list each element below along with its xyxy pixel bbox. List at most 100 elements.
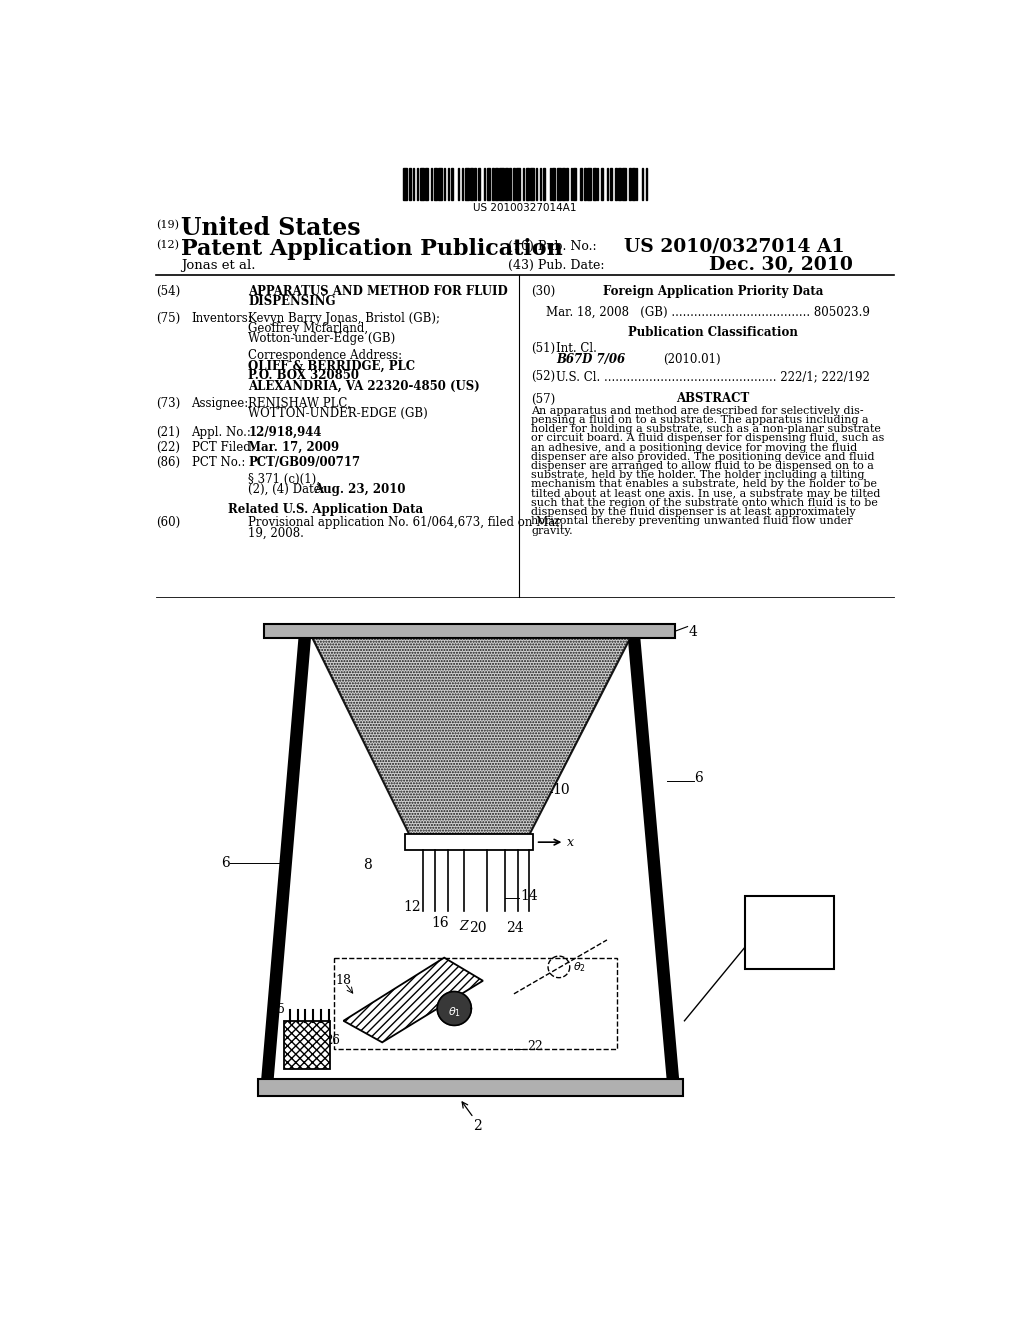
Text: 26: 26	[326, 1034, 341, 1047]
Text: Appl. No.:: Appl. No.:	[191, 425, 252, 438]
Text: PCT/GB09/00717: PCT/GB09/00717	[248, 457, 360, 470]
Text: 6: 6	[221, 855, 229, 870]
Bar	[615, 168, 616, 199]
Bar	[425, 168, 428, 199]
Bar	[438, 168, 442, 199]
Bar	[617, 168, 621, 199]
Bar	[264, 624, 675, 638]
Text: holder for holding a substrate, such as a non-planar substrate: holder for holding a substrate, such as …	[531, 424, 881, 434]
Text: Publication Classification: Publication Classification	[628, 326, 798, 339]
Text: RENISHAW PLC,: RENISHAW PLC,	[248, 397, 351, 411]
Bar	[447, 168, 450, 199]
Text: dispenser are arranged to allow fluid to be dispensed on to a: dispenser are arranged to allow fluid to…	[531, 461, 873, 471]
Text: $\theta_2$: $\theta_2$	[572, 960, 586, 974]
Text: U.S. Cl. .............................................. 222/1; 222/192: U.S. Cl. ...............................…	[556, 370, 869, 383]
Bar	[409, 168, 412, 199]
Text: (73): (73)	[156, 397, 180, 411]
Text: United States: United States	[180, 216, 360, 240]
Text: (19): (19)	[156, 220, 179, 230]
Text: Correspondence Address:: Correspondence Address:	[248, 350, 402, 363]
Text: US 2010/0327014 A1: US 2010/0327014 A1	[624, 238, 845, 256]
Bar	[474, 168, 476, 199]
Text: Inventors:: Inventors:	[191, 313, 252, 326]
Text: 20: 20	[469, 921, 486, 936]
Text: US 20100327014A1: US 20100327014A1	[473, 203, 577, 213]
Bar	[513, 168, 515, 199]
Text: substrate, held by the holder. The holder including a tilting: substrate, held by the holder. The holde…	[531, 470, 864, 480]
Bar	[585, 168, 586, 199]
Text: Wotton-under-Edge (GB): Wotton-under-Edge (GB)	[248, 333, 395, 346]
Bar	[557, 168, 561, 199]
Bar	[505, 168, 508, 199]
Text: (60): (60)	[156, 516, 180, 529]
Bar	[597, 168, 598, 199]
Bar	[516, 168, 520, 199]
Text: WOTTON-UNDER-EDGE (GB): WOTTON-UNDER-EDGE (GB)	[248, 407, 428, 420]
Text: (22): (22)	[156, 441, 180, 454]
Bar	[470, 168, 473, 199]
Bar	[496, 168, 498, 199]
Bar	[509, 168, 511, 199]
Text: 30: 30	[778, 924, 801, 941]
Text: (21): (21)	[156, 425, 180, 438]
Text: or circuit board. A fluid dispenser for dispensing fluid, such as: or circuit board. A fluid dispenser for …	[531, 433, 885, 444]
Bar	[636, 168, 638, 199]
Text: such that the region of the substrate onto which fluid is to be: such that the region of the substrate on…	[531, 498, 878, 508]
Text: Int. Cl.: Int. Cl.	[556, 342, 597, 355]
Bar	[451, 168, 454, 199]
Bar	[465, 168, 469, 199]
Text: Geoffrey Mcfarland,: Geoffrey Mcfarland,	[248, 322, 369, 335]
Bar	[434, 168, 436, 199]
Text: (43) Pub. Date:: (43) Pub. Date:	[508, 259, 604, 272]
Text: § 371 (c)(1),: § 371 (c)(1),	[248, 473, 321, 486]
Bar	[484, 168, 485, 199]
Text: ALEXANDRIA, VA 22320-4850 (US): ALEXANDRIA, VA 22320-4850 (US)	[248, 379, 480, 392]
Bar	[550, 168, 551, 199]
Bar	[420, 168, 424, 199]
Text: 12: 12	[403, 900, 421, 913]
Bar	[443, 168, 445, 199]
Text: PCT Filed:: PCT Filed:	[191, 441, 254, 454]
Text: An apparatus and method are described for selectively dis-: An apparatus and method are described fo…	[531, 405, 863, 416]
Bar	[632, 168, 635, 199]
Bar	[540, 168, 542, 199]
Bar	[493, 168, 494, 199]
Bar	[646, 168, 647, 199]
Bar	[581, 168, 582, 199]
Text: Assignee:: Assignee:	[191, 397, 249, 411]
Bar	[486, 168, 489, 199]
Text: Foreign Application Priority Data: Foreign Application Priority Data	[603, 285, 823, 298]
Text: (86): (86)	[156, 457, 180, 470]
Text: DISPENSING: DISPENSING	[248, 296, 336, 309]
Bar	[526, 168, 528, 199]
Text: Mar. 17, 2009: Mar. 17, 2009	[248, 441, 339, 454]
Text: (52): (52)	[531, 370, 555, 383]
Text: 6: 6	[693, 771, 702, 785]
Text: 14: 14	[520, 890, 538, 903]
Text: horizontal thereby preventing unwanted fluid flow under: horizontal thereby preventing unwanted f…	[531, 516, 853, 527]
Bar	[607, 168, 608, 199]
Polygon shape	[312, 638, 630, 834]
Bar	[573, 168, 577, 199]
Text: (30): (30)	[531, 285, 555, 298]
Text: 4: 4	[688, 626, 697, 639]
Bar	[601, 168, 602, 199]
Bar	[406, 834, 534, 850]
Text: an adhesive, and a positioning device for moving the fluid: an adhesive, and a positioning device fo…	[531, 442, 857, 453]
Bar	[566, 168, 567, 199]
Bar	[570, 168, 572, 199]
Bar	[403, 168, 408, 199]
Text: $\theta_1$: $\theta_1$	[447, 1006, 461, 1019]
Text: Provisional application No. 61/064,673, filed on Mar.: Provisional application No. 61/064,673, …	[248, 516, 563, 529]
Bar	[431, 168, 432, 199]
Bar	[609, 168, 612, 199]
Bar	[623, 168, 627, 199]
Text: (2), (4) Date:: (2), (4) Date:	[248, 483, 325, 495]
Text: PCT No.:: PCT No.:	[191, 457, 245, 470]
Text: 16: 16	[432, 916, 450, 931]
Bar	[562, 168, 565, 199]
Text: 22: 22	[527, 1040, 543, 1053]
Bar	[543, 168, 546, 199]
Circle shape	[437, 991, 471, 1026]
Bar	[413, 168, 415, 199]
